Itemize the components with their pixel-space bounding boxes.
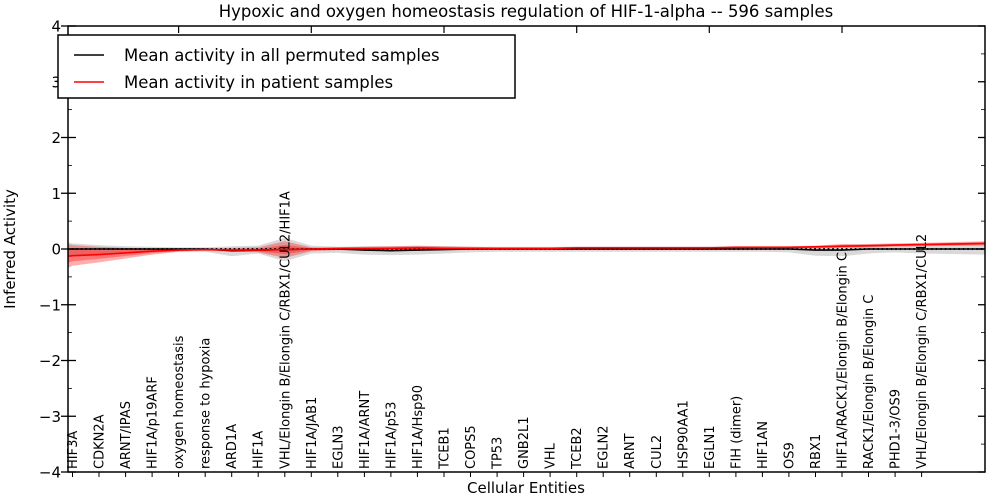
legend-label-patient: Mean activity in patient samples [124, 73, 393, 92]
chart-title: Hypoxic and oxygen homeostasis regulatio… [219, 2, 834, 21]
x-tick-label: EGLN3 [331, 425, 346, 469]
x-tick-label: ARD1A [225, 424, 240, 469]
y-tick-label: −3 [39, 408, 61, 426]
x-tick-label: HIF1A/Hsp90 [411, 385, 426, 469]
x-tick-label: RBX1 [809, 434, 824, 469]
y-axis-label: Inferred Activity [1, 189, 19, 309]
x-tick-label: HIF3A [66, 431, 81, 469]
x-axis-label: Cellular Entities [467, 479, 585, 497]
x-tick-label: TP53 [491, 437, 506, 470]
x-tick-label: OS9 [782, 442, 797, 469]
y-tick-label: −2 [39, 352, 61, 370]
x-tick-label: HIF1A/ARNT [358, 391, 373, 469]
x-tick-label: HIF1A/JAB1 [305, 397, 320, 469]
data-lines [67, 242, 986, 258]
y-tick-label: −4 [39, 464, 61, 482]
x-tick-label: GNB2L1 [517, 416, 532, 469]
x-tick-label: ARNT/IPAS [119, 401, 134, 469]
y-tick-label: 2 [51, 129, 61, 147]
x-tick-label: HIF1AN [756, 421, 771, 469]
x-tick-label: oxygen homeostasis [172, 335, 187, 469]
x-tick-label: HIF1A/p53 [384, 402, 399, 469]
x-tick-label: HIF1A [252, 431, 267, 469]
legend: Mean activity in all permuted samples Me… [57, 34, 516, 99]
y-tick-label: −1 [39, 296, 61, 314]
x-tick-label: TCEB1 [438, 427, 453, 470]
axes-frame [67, 25, 986, 473]
x-tick-label: VHL/Elongin B/Elongin C/RBX1/CUL2/HIF1A [278, 191, 293, 469]
x-tick-label: VHL/Elongin B/Elongin C/RBX1/CUL2 [915, 234, 930, 469]
patient-mean-line [67, 242, 986, 258]
y-tick-label: 4 [51, 18, 61, 36]
y-tick-label: 3 [51, 73, 61, 91]
x-tick-label: HSP90AA1 [676, 400, 691, 469]
x-tick-label: PHD1-3/OS9 [889, 389, 904, 469]
legend-box [57, 34, 516, 99]
x-tick-label: VHL [544, 442, 559, 469]
x-tick-label: COPS5 [464, 425, 479, 469]
x-tick-label: HIF1A/p19ARF [146, 376, 161, 469]
y-tick-labels: 4 3 2 1 0 −1 −2 −3 −4 [39, 18, 61, 482]
legend-label-permuted: Mean activity in all permuted samples [124, 46, 440, 65]
y-tick-label: 1 [51, 185, 61, 203]
x-tick-labels: HIF3A CDKN2A ARNT/IPAS HIF1A/p19ARF oxygen h… [66, 191, 930, 470]
x-tick-label: RACK1/Elongin B/Elongin C [862, 295, 877, 469]
x-tick-label: EGLN2 [597, 425, 612, 469]
x-tick-label: CDKN2A [93, 414, 108, 469]
x-tick-label: ARNT [623, 433, 638, 469]
x-tick-label: response to hypoxia [199, 338, 214, 469]
x-tick-label: HIF1A/RACK1/Elongin B/Elongin C [836, 252, 851, 469]
x-tick-label: FIH (dimer) [729, 396, 744, 469]
x-tick-label: EGLN1 [703, 425, 718, 469]
x-tick-label: CUL2 [650, 435, 665, 469]
x-tick-label: TCEB2 [570, 427, 585, 470]
y-tick-label: 0 [51, 241, 61, 259]
